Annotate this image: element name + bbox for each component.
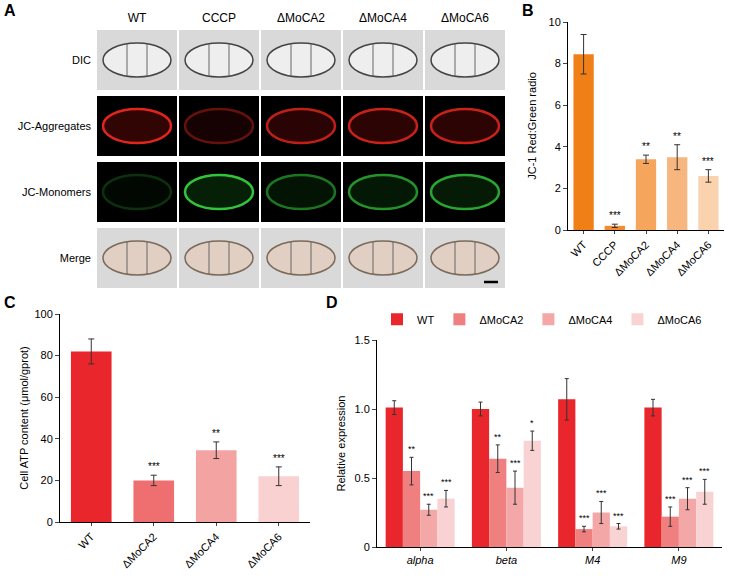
html-text:C: C [4,294,16,311]
svg-text:20: 20 [41,474,53,486]
svg-text:JC-Aggregates: JC-Aggregates [18,120,92,132]
svg-text:10: 10 [549,16,561,28]
svg-text:***: *** [596,488,607,498]
svg-text:WT: WT [417,314,434,326]
html-text:A: A [4,2,16,19]
svg-text:ΔMoCA4: ΔMoCA4 [182,531,222,571]
svg-text:1.0: 1.0 [355,403,370,415]
svg-text:M9: M9 [671,554,686,566]
svg-text:***: *** [148,461,160,472]
svg-text:80: 80 [41,349,53,361]
svg-text:0: 0 [364,541,370,553]
svg-text:ΔMoCA6: ΔMoCA6 [657,314,701,326]
svg-text:***: *** [423,491,434,501]
svg-text:JC-Monomers: JC-Monomers [22,186,92,198]
svg-text:**: ** [673,131,681,142]
svg-text:***: *** [682,475,693,485]
svg-text:CCCP: CCCP [202,11,236,25]
svg-text:***: *** [273,453,285,464]
svg-text:***: *** [613,511,624,521]
svg-text:60: 60 [41,391,53,403]
svg-text:0: 0 [47,516,53,528]
svg-text:100: 100 [34,308,52,320]
svg-text:**: ** [494,432,502,442]
svg-text:WT: WT [128,11,147,25]
svg-text:ΔMoCA4: ΔMoCA4 [568,314,612,326]
svg-text:8: 8 [555,57,561,69]
svg-text:CCCP: CCCP [590,239,621,270]
svg-text:***: *** [441,477,452,487]
svg-text:***: *** [579,513,590,523]
svg-text:***: *** [702,156,714,167]
svg-text:ΔMoCA4: ΔMoCA4 [359,11,407,25]
svg-text:**: ** [642,141,650,152]
svg-text:Cell ATP content (μmol/gprot): Cell ATP content (μmol/gprot) [18,346,30,490]
svg-text:ΔMoCA2: ΔMoCA2 [277,11,325,25]
svg-text:4: 4 [555,141,561,153]
svg-text:beta: beta [496,554,517,566]
svg-text:0: 0 [555,224,561,236]
svg-text:***: *** [699,466,710,476]
svg-text:ΔMoCA2: ΔMoCA2 [612,239,652,279]
svg-text:JC-1 Red:Green radio: JC-1 Red:Green radio [526,72,538,180]
svg-text:*: * [530,418,534,428]
svg-text:40: 40 [41,433,53,445]
svg-text:***: *** [665,494,676,504]
svg-text:ΔMoCA2: ΔMoCA2 [479,314,523,326]
svg-text:***: *** [609,210,621,221]
svg-text:ΔMoCA6: ΔMoCA6 [441,11,489,25]
svg-text:ΔMoCA2: ΔMoCA2 [119,531,159,571]
svg-text:2: 2 [555,182,561,194]
svg-text:***: *** [510,458,521,468]
svg-text:M4: M4 [585,554,600,566]
svg-text:WT: WT [76,530,97,551]
html-text:B: B [522,2,534,19]
svg-text:Relative expression: Relative expression [335,396,347,492]
svg-text:ΔMoCA6: ΔMoCA6 [244,531,284,571]
svg-text:**: ** [212,428,220,439]
svg-text:Merge: Merge [60,252,91,264]
svg-text:1.5: 1.5 [355,334,370,346]
svg-text:0.5: 0.5 [355,472,370,484]
html-text:D: D [326,294,338,311]
svg-text:ΔMoCA4: ΔMoCA4 [643,239,683,279]
svg-text:DIC: DIC [72,54,91,66]
svg-text:**: ** [408,444,416,454]
svg-text:alpha: alpha [407,554,434,566]
svg-text:ΔMoCA6: ΔMoCA6 [674,239,714,279]
svg-text:6: 6 [555,99,561,111]
svg-text:WT: WT [568,238,589,259]
